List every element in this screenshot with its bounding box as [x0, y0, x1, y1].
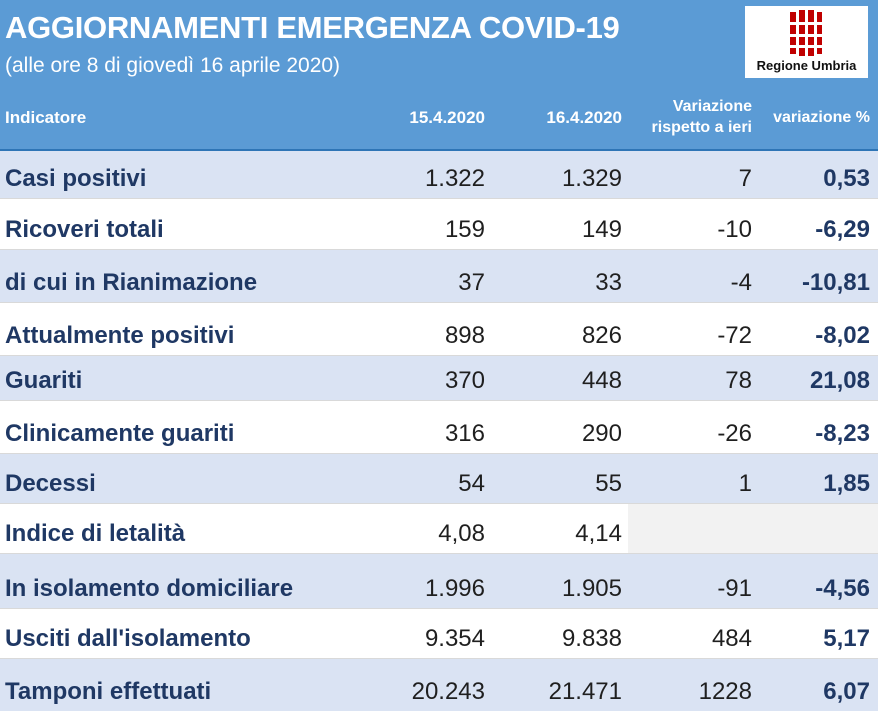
- row-variation: 484: [711, 625, 752, 652]
- row-label: Attualmente positivi: [5, 322, 235, 349]
- regione-umbria-emblem-icon: [789, 10, 823, 56]
- row-label: Casi positivi: [5, 165, 147, 192]
- row-value-current: 33: [595, 269, 622, 296]
- row-value-previous: 1.322: [424, 165, 485, 192]
- row-variation: 1228: [698, 678, 752, 705]
- table-row: Indice di letalità 4,08 4,14: [0, 504, 878, 554]
- row-value-current: 826: [581, 322, 622, 349]
- row-value-previous: 20.243: [411, 678, 485, 705]
- row-variation: -4: [730, 269, 752, 296]
- header-variation-line2: rispetto a ieri: [651, 119, 752, 136]
- row-value-previous: 316: [444, 420, 485, 447]
- row-value-current: 55: [595, 470, 622, 497]
- table-row: In isolamento domiciliare 1.996 1.905 -9…: [0, 554, 878, 609]
- row-value-previous: 9.354: [424, 625, 485, 652]
- row-value-current: 9.838: [561, 625, 622, 652]
- row-variation: -91: [717, 575, 752, 602]
- row-variation-pct: 5,17: [823, 625, 870, 652]
- row-value-current: 448: [581, 367, 622, 394]
- row-value-current: 1.905: [561, 575, 622, 602]
- row-label: Guariti: [5, 367, 83, 394]
- row-variation-pct: 21,08: [809, 367, 870, 394]
- row-label: Clinicamente guariti: [5, 420, 235, 447]
- table-row: Clinicamente guariti 316 290 -26 -8,23: [0, 401, 878, 454]
- row-value-previous: 4,08: [438, 520, 485, 547]
- row-variation: 78: [725, 367, 752, 394]
- table-row: di cui in Rianimazione 37 33 -4 -10,81: [0, 250, 878, 303]
- empty-cell: [628, 504, 878, 553]
- row-variation-pct: -8,23: [815, 420, 870, 447]
- row-variation: 7: [738, 165, 752, 192]
- row-label: di cui in Rianimazione: [5, 269, 258, 296]
- row-variation-pct: 0,53: [823, 165, 870, 192]
- row-variation: -72: [717, 322, 752, 349]
- table-row: Ricoveri totali 159 149 -10 -6,29: [0, 199, 878, 250]
- region-logo: Regione Umbria: [745, 6, 868, 78]
- header-variation-pct: variazione %: [773, 109, 870, 126]
- header-variation-line1: Variazione: [672, 98, 752, 115]
- table-header: Indicatore 15.4.2020 16.4.2020 Variazion…: [0, 86, 878, 151]
- header-date-current: 16.4.2020: [546, 108, 622, 127]
- row-variation-pct: 6,07: [823, 678, 870, 705]
- header-banner: AGGIORNAMENTI EMERGENZA COVID-19 (alle o…: [0, 0, 878, 86]
- row-label: Indice di letalità: [5, 520, 186, 547]
- row-variation: -26: [717, 420, 752, 447]
- page-title: AGGIORNAMENTI EMERGENZA COVID-19: [5, 10, 620, 45]
- header-date-previous: 15.4.2020: [409, 108, 485, 127]
- table-row: Casi positivi 1.322 1.329 7 0,53: [0, 151, 878, 199]
- row-value-current: 290: [581, 420, 622, 447]
- table-row: Usciti dall'isolamento 9.354 9.838 484 5…: [0, 609, 878, 659]
- row-label: In isolamento domiciliare: [5, 575, 294, 602]
- row-value-previous: 37: [458, 269, 485, 296]
- header-indicator: Indicatore: [5, 108, 87, 127]
- row-value-previous: 159: [444, 216, 485, 243]
- row-label: Usciti dall'isolamento: [5, 625, 251, 652]
- row-value-previous: 54: [458, 470, 485, 497]
- row-value-previous: 370: [444, 367, 485, 394]
- row-value-current: 149: [581, 216, 622, 243]
- row-value-current: 1.329: [561, 165, 622, 192]
- row-variation: -10: [717, 216, 752, 243]
- page-subtitle: (alle ore 8 di giovedì 16 aprile 2020): [5, 54, 341, 77]
- logo-label: Regione Umbria: [756, 58, 857, 73]
- table-row: Decessi 54 55 1 1,85: [0, 454, 878, 504]
- row-value-previous: 1.996: [424, 575, 485, 602]
- row-label: Ricoveri totali: [5, 216, 164, 243]
- row-value-previous: 898: [444, 322, 485, 349]
- header-variation: Variazione rispetto a ieri: [652, 96, 752, 138]
- row-variation-pct: -8,02: [815, 322, 870, 349]
- table-row: Tamponi effettuati 20.243 21.471 1228 6,…: [0, 659, 878, 711]
- row-label: Decessi: [5, 470, 96, 497]
- row-variation: 1: [738, 470, 752, 497]
- row-variation-pct: -10,81: [801, 269, 870, 296]
- table-row: Attualmente positivi 898 826 -72 -8,02: [0, 303, 878, 356]
- row-variation-pct: -6,29: [815, 216, 870, 243]
- table-row: Guariti 370 448 78 21,08: [0, 356, 878, 401]
- row-variation-pct: 1,85: [823, 470, 870, 497]
- row-value-current: 21.471: [548, 678, 622, 705]
- row-value-current: 4,14: [575, 520, 622, 547]
- row-variation-pct: -4,56: [815, 575, 870, 602]
- row-label: Tamponi effettuati: [5, 678, 212, 705]
